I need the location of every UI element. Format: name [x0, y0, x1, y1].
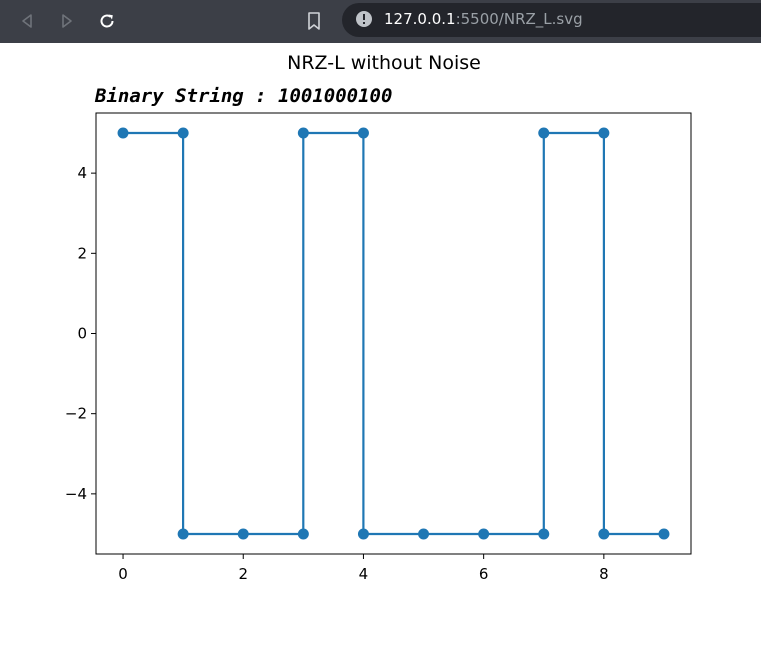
data-point [658, 528, 670, 540]
url-text[interactable]: 127.0.0.1:5500/NRZ_L.svg [384, 10, 583, 28]
data-point [297, 127, 309, 139]
chart-title: NRZ-L without Noise [287, 52, 481, 74]
data-point [357, 528, 369, 540]
x-tick-label: 8 [599, 565, 609, 583]
x-tick-label: 6 [479, 565, 489, 583]
url-host: 127.0.0.1 [384, 10, 456, 28]
data-point [117, 127, 129, 139]
url-path: :5500/NRZ_L.svg [455, 10, 583, 28]
browser-toolbar: 127.0.0.1:5500/NRZ_L.svg [0, 0, 761, 43]
chart: NRZ-L without Noise Binary String : 1001… [65, 52, 692, 583]
back-arrow-icon[interactable] [14, 8, 40, 34]
bookmark-icon[interactable] [305, 8, 323, 34]
x-tick-label: 0 [118, 565, 128, 583]
data-point [357, 127, 369, 139]
data-point [297, 528, 309, 540]
data-point [177, 127, 189, 139]
y-tick-label: 4 [77, 164, 87, 182]
data-point [598, 528, 610, 540]
x-tick-label: 2 [238, 565, 248, 583]
series-line [123, 131, 664, 536]
y-tick-label: −2 [65, 405, 87, 423]
reload-icon[interactable] [94, 8, 120, 34]
data-point [598, 127, 610, 139]
y-tick-label: 0 [77, 325, 87, 343]
site-info-icon[interactable] [356, 11, 372, 27]
y-tick-label: 2 [77, 244, 87, 262]
data-point [478, 528, 490, 540]
data-point [418, 528, 430, 540]
data-point [177, 528, 189, 540]
chart-subtitle: Binary String : 1001000100 [94, 85, 392, 107]
data-point [538, 528, 550, 540]
x-tick-label: 4 [359, 565, 369, 583]
forward-arrow-icon[interactable] [54, 8, 80, 34]
y-tick-label: −4 [65, 485, 87, 503]
data-point [538, 127, 550, 139]
plot-area: 0 2 4 6 8 −4 −2 0 2 4 [65, 112, 692, 583]
axes-frame [95, 112, 692, 555]
address-bar[interactable] [342, 3, 761, 37]
data-point [237, 528, 249, 540]
